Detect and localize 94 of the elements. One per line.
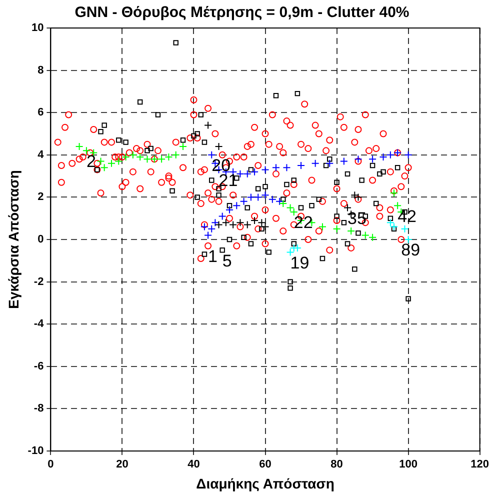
- y-tick-label: 2: [38, 191, 44, 204]
- annotation: 89: [401, 240, 420, 260]
- point: [229, 220, 238, 229]
- point: [107, 159, 116, 168]
- point: [390, 222, 398, 231]
- point: [179, 142, 188, 150]
- point: [350, 191, 359, 200]
- point: [272, 164, 280, 172]
- point: [243, 170, 252, 178]
- x-tick-label: 120: [470, 458, 490, 471]
- point: [326, 159, 334, 168]
- chart-title: GNN - Θόρυβος Μέτρησης = 0,9m - Clutter 40%: [74, 4, 410, 22]
- point: [311, 159, 320, 168]
- annotation: 19: [290, 253, 310, 272]
- point: [368, 233, 377, 242]
- x-tick-label: 0: [48, 458, 54, 471]
- point: [128, 150, 137, 159]
- point: [254, 193, 262, 202]
- point: [158, 155, 166, 164]
- annotation: 5: [222, 251, 232, 270]
- point: [404, 236, 412, 244]
- y-tick-label: 8: [38, 64, 44, 76]
- point: [297, 161, 306, 170]
- point: [240, 197, 248, 206]
- point: [204, 231, 212, 240]
- point: [214, 142, 223, 150]
- point: [286, 248, 294, 256]
- point: [222, 218, 230, 227]
- point: [286, 204, 294, 212]
- point: [250, 216, 259, 224]
- point: [226, 206, 234, 214]
- point: [246, 193, 255, 202]
- point: [75, 142, 84, 150]
- point: [200, 222, 208, 231]
- point: [368, 155, 377, 164]
- point: [361, 231, 370, 240]
- point: [276, 197, 284, 206]
- point: [136, 153, 144, 162]
- point: [218, 212, 226, 220]
- point: [400, 224, 409, 233]
- y-tick-label: -6: [34, 360, 44, 372]
- y-tick-label: 10: [31, 22, 44, 34]
- point: [164, 153, 173, 162]
- point: [386, 150, 394, 159]
- point: [279, 200, 288, 208]
- point: [243, 220, 252, 229]
- point: [232, 202, 241, 210]
- annotation: 42: [398, 206, 416, 226]
- point: [354, 155, 362, 164]
- y-axis-title: Εγκάρσια Απόσταση: [5, 170, 22, 309]
- point: [261, 191, 270, 200]
- y-tick-label: -8: [34, 402, 44, 415]
- point: [82, 146, 90, 155]
- point: [211, 218, 220, 227]
- y-tick-label: 4: [38, 148, 45, 161]
- annotation: 2: [86, 152, 96, 171]
- point: [172, 150, 180, 159]
- annotation: 1: [208, 247, 218, 266]
- point: [204, 121, 212, 130]
- point: [404, 150, 412, 159]
- y-tick-label: 0: [38, 234, 44, 246]
- x-tick-label: 100: [399, 458, 418, 471]
- point: [282, 164, 291, 172]
- point: [340, 157, 348, 166]
- point: [268, 195, 276, 204]
- point: [379, 153, 388, 162]
- point: [258, 218, 266, 227]
- y-tick-label: -10: [28, 445, 44, 458]
- point: [143, 155, 152, 164]
- point: [236, 170, 244, 178]
- annotation: 21: [218, 170, 238, 190]
- point: [208, 224, 216, 233]
- point: [332, 224, 341, 233]
- point: [114, 157, 123, 166]
- y-tick-label: -2: [34, 276, 44, 288]
- x-tick-label: 40: [188, 458, 200, 471]
- point: [390, 188, 398, 197]
- point: [354, 193, 362, 202]
- point: [347, 227, 356, 236]
- x-tick-label: 80: [330, 458, 343, 471]
- x-axis-title: Διαμήκης Απόσταση: [196, 475, 334, 492]
- point: [318, 222, 326, 231]
- x-tick-label: 20: [116, 458, 128, 471]
- x-tick-label: 60: [259, 458, 272, 471]
- point: [122, 153, 130, 162]
- point: [208, 150, 216, 159]
- point: [250, 168, 259, 176]
- point: [261, 222, 270, 231]
- point: [236, 218, 244, 227]
- point: [386, 218, 394, 227]
- point: [261, 166, 270, 174]
- point: [214, 220, 223, 229]
- y-tick-label: -4: [34, 318, 45, 330]
- y-tick-label: 6: [38, 106, 44, 119]
